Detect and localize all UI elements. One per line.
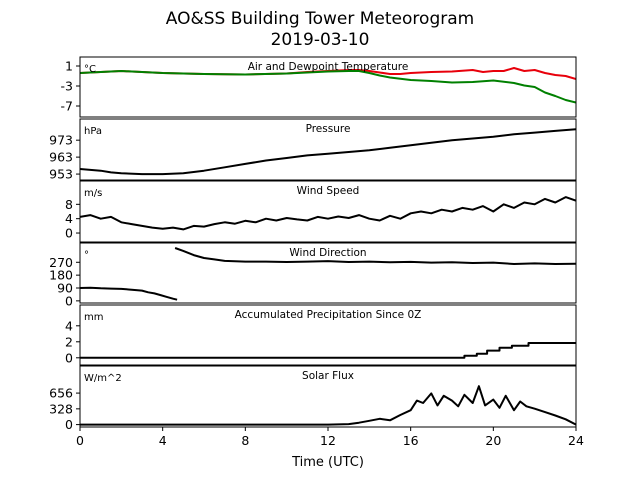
series-line-p2-1: [80, 128, 576, 176]
series-line-p6-1: [80, 385, 576, 426]
x-tick-label: 8: [241, 433, 249, 448]
unit-label: m/s: [84, 188, 102, 199]
panel-2: 973 963 953 hPa Pressure: [49, 118, 577, 182]
x-tick-label: 0: [76, 433, 84, 448]
chart-title-line1: AO&SS Building Tower Meteorogram: [166, 9, 474, 29]
panel-title: Wind Direction: [289, 247, 366, 259]
panel-3: 840 m/s Wind Speed: [65, 180, 577, 243]
chart-title-line2: 2019-03-10: [271, 30, 370, 50]
y-tick-label: 963: [49, 150, 73, 165]
panel-frame: [79, 56, 577, 118]
panel-5: 420 mm Accumulated Precipitation Since 0Z: [65, 304, 577, 366]
panels-group: 1 -3 -7 °C Air and Dewpoint Temperature 973 96…: [49, 56, 577, 432]
x-axis: 0 4 8 12 16 20 24: [76, 427, 584, 448]
panel-1: 1 -3 -7 °C Air and Dewpoint Temperature: [61, 56, 577, 118]
series-line-p1-2: [80, 70, 576, 104]
series-line-p5-1: [80, 342, 576, 359]
y-tick-label: 656: [49, 386, 73, 401]
x-tick-label: 20: [485, 433, 501, 448]
y-tick-label: 0: [65, 226, 73, 241]
panel-title: Wind Speed: [297, 185, 360, 197]
unit-label: hPa: [84, 126, 102, 137]
y-tick-label: 2: [65, 334, 73, 349]
y-tick-label: 328: [49, 401, 73, 416]
series-line-p4-2: [174, 247, 576, 265]
panel-frame: [79, 118, 577, 181]
x-tick-label: 16: [403, 433, 419, 448]
panel-title: Air and Dewpoint Temperature: [248, 61, 409, 73]
unit-label: °C: [84, 64, 96, 75]
panel-title: Solar Flux: [302, 370, 354, 382]
y-tick-label: 0: [65, 293, 73, 308]
x-tick-label: 12: [320, 433, 336, 448]
y-tick-label: 0: [65, 350, 73, 365]
y-tick-label: 4: [65, 211, 73, 226]
y-tick-label: 1: [65, 59, 73, 74]
series-line-p4-1: [80, 286, 178, 301]
x-axis-label: Time (UTC): [291, 455, 364, 470]
x-tick-label: 4: [159, 433, 167, 448]
y-tick-label: 4: [65, 318, 73, 333]
x-tick-label: 24: [568, 433, 584, 448]
series-line-p3-1: [80, 196, 576, 231]
unit-label: °: [84, 250, 89, 261]
panel-frame: [79, 304, 577, 366]
y-tick-label: 0: [65, 417, 73, 432]
y-tick-label: 270: [49, 255, 73, 270]
panel-frame: [79, 242, 577, 304]
panel-title: Pressure: [306, 123, 351, 135]
y-tick-label: 953: [49, 167, 73, 182]
unit-label: mm: [84, 312, 103, 323]
panel-frame: [79, 180, 577, 243]
unit-label: W/m^2: [84, 373, 122, 384]
y-tick-label: -7: [61, 99, 73, 114]
y-tick-label: 180: [49, 268, 73, 283]
y-tick-label: 8: [65, 197, 73, 212]
y-tick-label: 973: [49, 133, 73, 148]
panel-title: Accumulated Precipitation Since 0Z: [235, 309, 422, 321]
y-tick-label: -3: [61, 79, 73, 94]
y-tick-label: 90: [57, 281, 73, 296]
